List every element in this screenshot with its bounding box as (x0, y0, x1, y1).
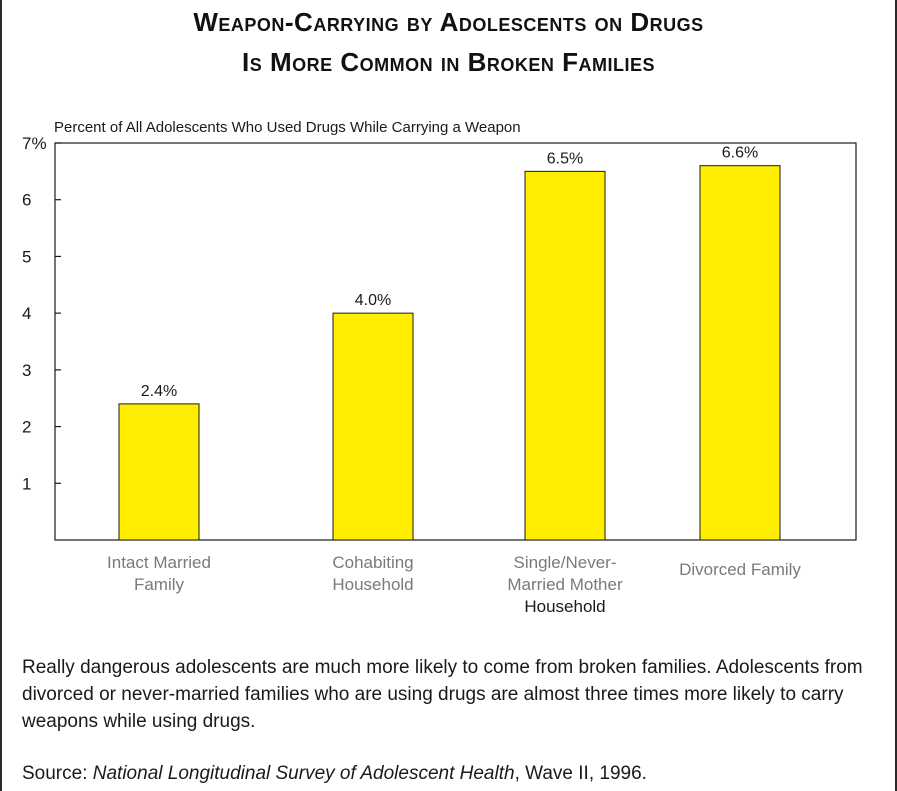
category-label: Household (524, 597, 605, 616)
bar-value-label: 6.6% (722, 145, 758, 162)
chart-title-line-2: Is More Common in Broken Families (242, 47, 655, 77)
bar-chart: Percent of All Adolescents Who Used Drug… (22, 119, 857, 616)
chart-title: Weapon-Carrying by Adolescents on Drugs … (0, 2, 897, 82)
y-tick-label: 4 (22, 304, 31, 323)
y-axis-label: Percent of All Adolescents Who Used Drug… (54, 119, 521, 136)
bar-value-label: 6.5% (547, 150, 583, 167)
y-tick-label: 5 (22, 247, 31, 266)
category-label: Family (134, 575, 185, 594)
source-suffix: , Wave II, 1996. (514, 763, 647, 784)
bar (699, 165, 781, 541)
bar (524, 170, 606, 541)
y-tick-label: 3 (22, 361, 31, 380)
caption-text: Really dangerous adolescents are much mo… (22, 657, 863, 732)
y-tick-label: 1 (22, 474, 31, 493)
category-label: Married Mother (507, 575, 623, 594)
frame-left-border (0, 0, 2, 791)
source-prefix: Source: (22, 763, 93, 784)
category-label: Household (332, 575, 413, 594)
frame-right-border (895, 0, 897, 791)
category-label: Cohabiting (332, 553, 413, 572)
y-tick-label: 2 (22, 418, 31, 437)
source-title: National Longitudinal Survey of Adolesce… (92, 763, 515, 784)
category-label: Intact Married (107, 553, 211, 572)
plot-frame (54, 142, 857, 541)
category-label: Single/Never- (514, 553, 617, 572)
source-citation: Source: National Longitudinal Survey of … (22, 760, 882, 787)
bar-value-label: 4.0% (355, 292, 391, 309)
chart-title-line-1: Weapon-Carrying by Adolescents on Drugs (193, 7, 704, 37)
bar-value-label: 2.4% (141, 383, 177, 400)
y-tick-label: 7% (22, 134, 47, 153)
y-tick-label: 6 (22, 191, 31, 210)
bar (118, 403, 200, 541)
category-label: Divorced Family (679, 560, 801, 579)
bar (332, 312, 414, 541)
